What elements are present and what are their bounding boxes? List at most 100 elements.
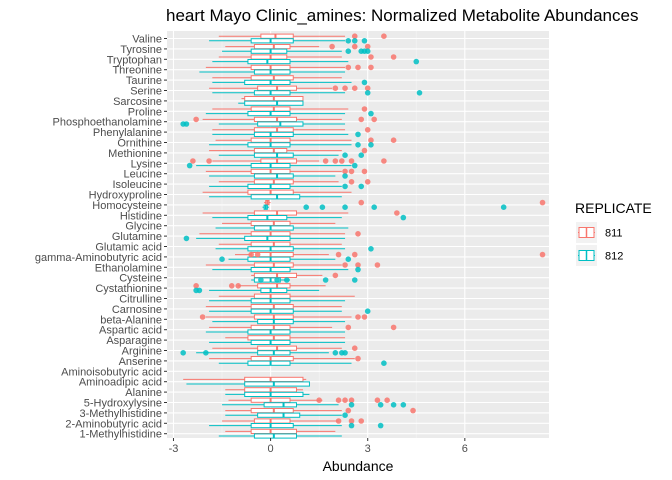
outlier-point xyxy=(358,418,365,424)
outlier-point xyxy=(342,183,348,190)
outlier-point xyxy=(364,179,371,185)
outlier-point xyxy=(348,168,355,175)
outlier-point xyxy=(258,277,264,283)
outlier-point xyxy=(332,350,339,356)
outlier-point xyxy=(332,158,339,164)
box-iqr xyxy=(257,283,291,289)
outlier-point xyxy=(342,350,348,356)
box-iqr xyxy=(244,381,310,387)
box-iqr xyxy=(247,329,291,335)
outlier-point xyxy=(358,152,365,158)
outlier-point xyxy=(193,283,199,289)
box-iqr xyxy=(260,158,297,164)
box-iqr xyxy=(247,183,291,190)
outlier-point xyxy=(364,308,371,315)
outlier-point xyxy=(190,158,196,164)
outlier-point xyxy=(355,266,361,273)
outlier-point xyxy=(342,412,348,419)
outlier-point xyxy=(199,314,206,320)
outlier-point xyxy=(500,204,507,210)
outlier-point xyxy=(248,251,254,258)
category-label: Glycine xyxy=(125,221,162,233)
outlier-point xyxy=(368,64,374,71)
outlier-point xyxy=(219,256,225,263)
outlier-point xyxy=(203,350,209,356)
x-tick-label: -3 xyxy=(169,443,179,455)
outlier-point xyxy=(345,324,352,331)
outlier-point xyxy=(368,142,374,148)
box-iqr xyxy=(263,402,297,408)
outlier-point xyxy=(342,168,348,175)
outlier-point xyxy=(351,345,358,352)
box-iqr xyxy=(250,106,291,112)
outlier-point xyxy=(355,262,361,268)
outlier-point xyxy=(381,33,387,39)
box-iqr xyxy=(244,100,304,106)
outlier-point xyxy=(364,43,371,50)
category-label: Proline xyxy=(128,106,162,118)
outlier-point xyxy=(361,106,368,112)
outlier-point xyxy=(351,251,358,258)
box-iqr xyxy=(250,194,301,200)
box-iqr xyxy=(260,287,288,293)
outlier-point xyxy=(186,162,193,169)
outlier-point xyxy=(364,48,371,54)
category-label: Ornithine xyxy=(117,138,162,150)
outlier-point xyxy=(364,127,371,133)
outlier-point xyxy=(361,79,368,86)
outlier-point xyxy=(368,137,374,143)
outlier-point xyxy=(358,199,365,206)
outlier-point xyxy=(339,158,345,164)
outlier-point xyxy=(196,287,203,294)
box-iqr xyxy=(244,376,304,382)
box-iqr xyxy=(253,210,297,216)
box-iqr xyxy=(253,148,288,154)
outlier-point xyxy=(390,324,397,331)
outlier-point xyxy=(355,64,361,71)
category-label: Methionine xyxy=(108,148,162,160)
legend-title: REPLICATE xyxy=(575,200,652,216)
outlier-point xyxy=(342,152,348,158)
box-iqr xyxy=(247,256,291,262)
box-iqr xyxy=(253,418,291,424)
box-iqr xyxy=(250,428,297,434)
legend: REPLICATE 811 812 xyxy=(575,200,652,266)
outlier-point xyxy=(381,360,387,367)
category-label: gamma-Aminobutyric acid xyxy=(35,252,162,264)
category-label: Phosphoethanolamine xyxy=(53,117,162,129)
outlier-point xyxy=(335,251,342,258)
box-iqr xyxy=(244,391,304,397)
outlier-point xyxy=(348,402,355,408)
outlier-point xyxy=(351,162,358,169)
outlier-point xyxy=(274,277,280,283)
outlier-point xyxy=(355,131,361,138)
outlier-point xyxy=(345,256,352,263)
outlier-point xyxy=(206,158,212,164)
category-label: beta-Alanine xyxy=(100,314,162,326)
legend-label: 811 xyxy=(605,228,623,240)
outlier-point xyxy=(384,397,390,404)
x-tick-labels: -3 0 3 6 xyxy=(169,438,468,455)
box-iqr xyxy=(253,127,294,133)
outlier-point xyxy=(410,407,416,414)
category-label: Arginine xyxy=(122,346,162,358)
box-iqr xyxy=(253,44,291,50)
outlier-point xyxy=(228,283,235,289)
box-iqr xyxy=(247,111,291,117)
box-iqr xyxy=(250,324,291,330)
category-label: Tryptophan xyxy=(107,54,162,66)
outlier-point xyxy=(319,204,326,210)
category-label: Isoleucine xyxy=(112,179,162,191)
outlier-point xyxy=(342,85,348,91)
category-label: Phenylalanine xyxy=(93,127,162,139)
category-label: Anserine xyxy=(119,356,162,368)
outlier-point xyxy=(348,422,355,429)
outlier-point xyxy=(368,54,374,60)
category-label: Citrulline xyxy=(119,294,162,306)
outlier-point xyxy=(345,64,352,71)
outlier-point xyxy=(377,422,384,429)
category-label: Ethanolamine xyxy=(95,262,162,274)
outlier-point xyxy=(235,283,242,289)
outlier-point xyxy=(180,350,186,356)
box-iqr xyxy=(253,116,297,123)
